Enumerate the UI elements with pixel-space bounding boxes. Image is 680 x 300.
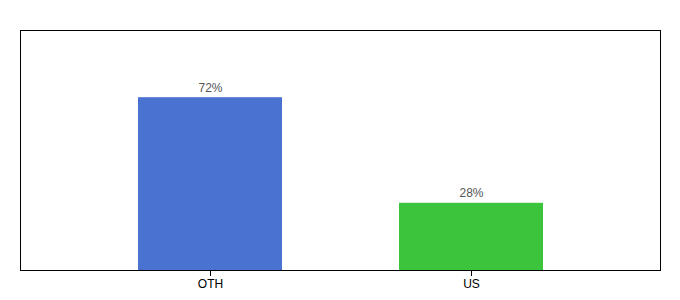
svg-text:72%: 72% xyxy=(198,81,222,95)
svg-text:US: US xyxy=(463,277,480,291)
svg-text:OTH: OTH xyxy=(198,277,223,291)
svg-text:28%: 28% xyxy=(459,186,483,200)
